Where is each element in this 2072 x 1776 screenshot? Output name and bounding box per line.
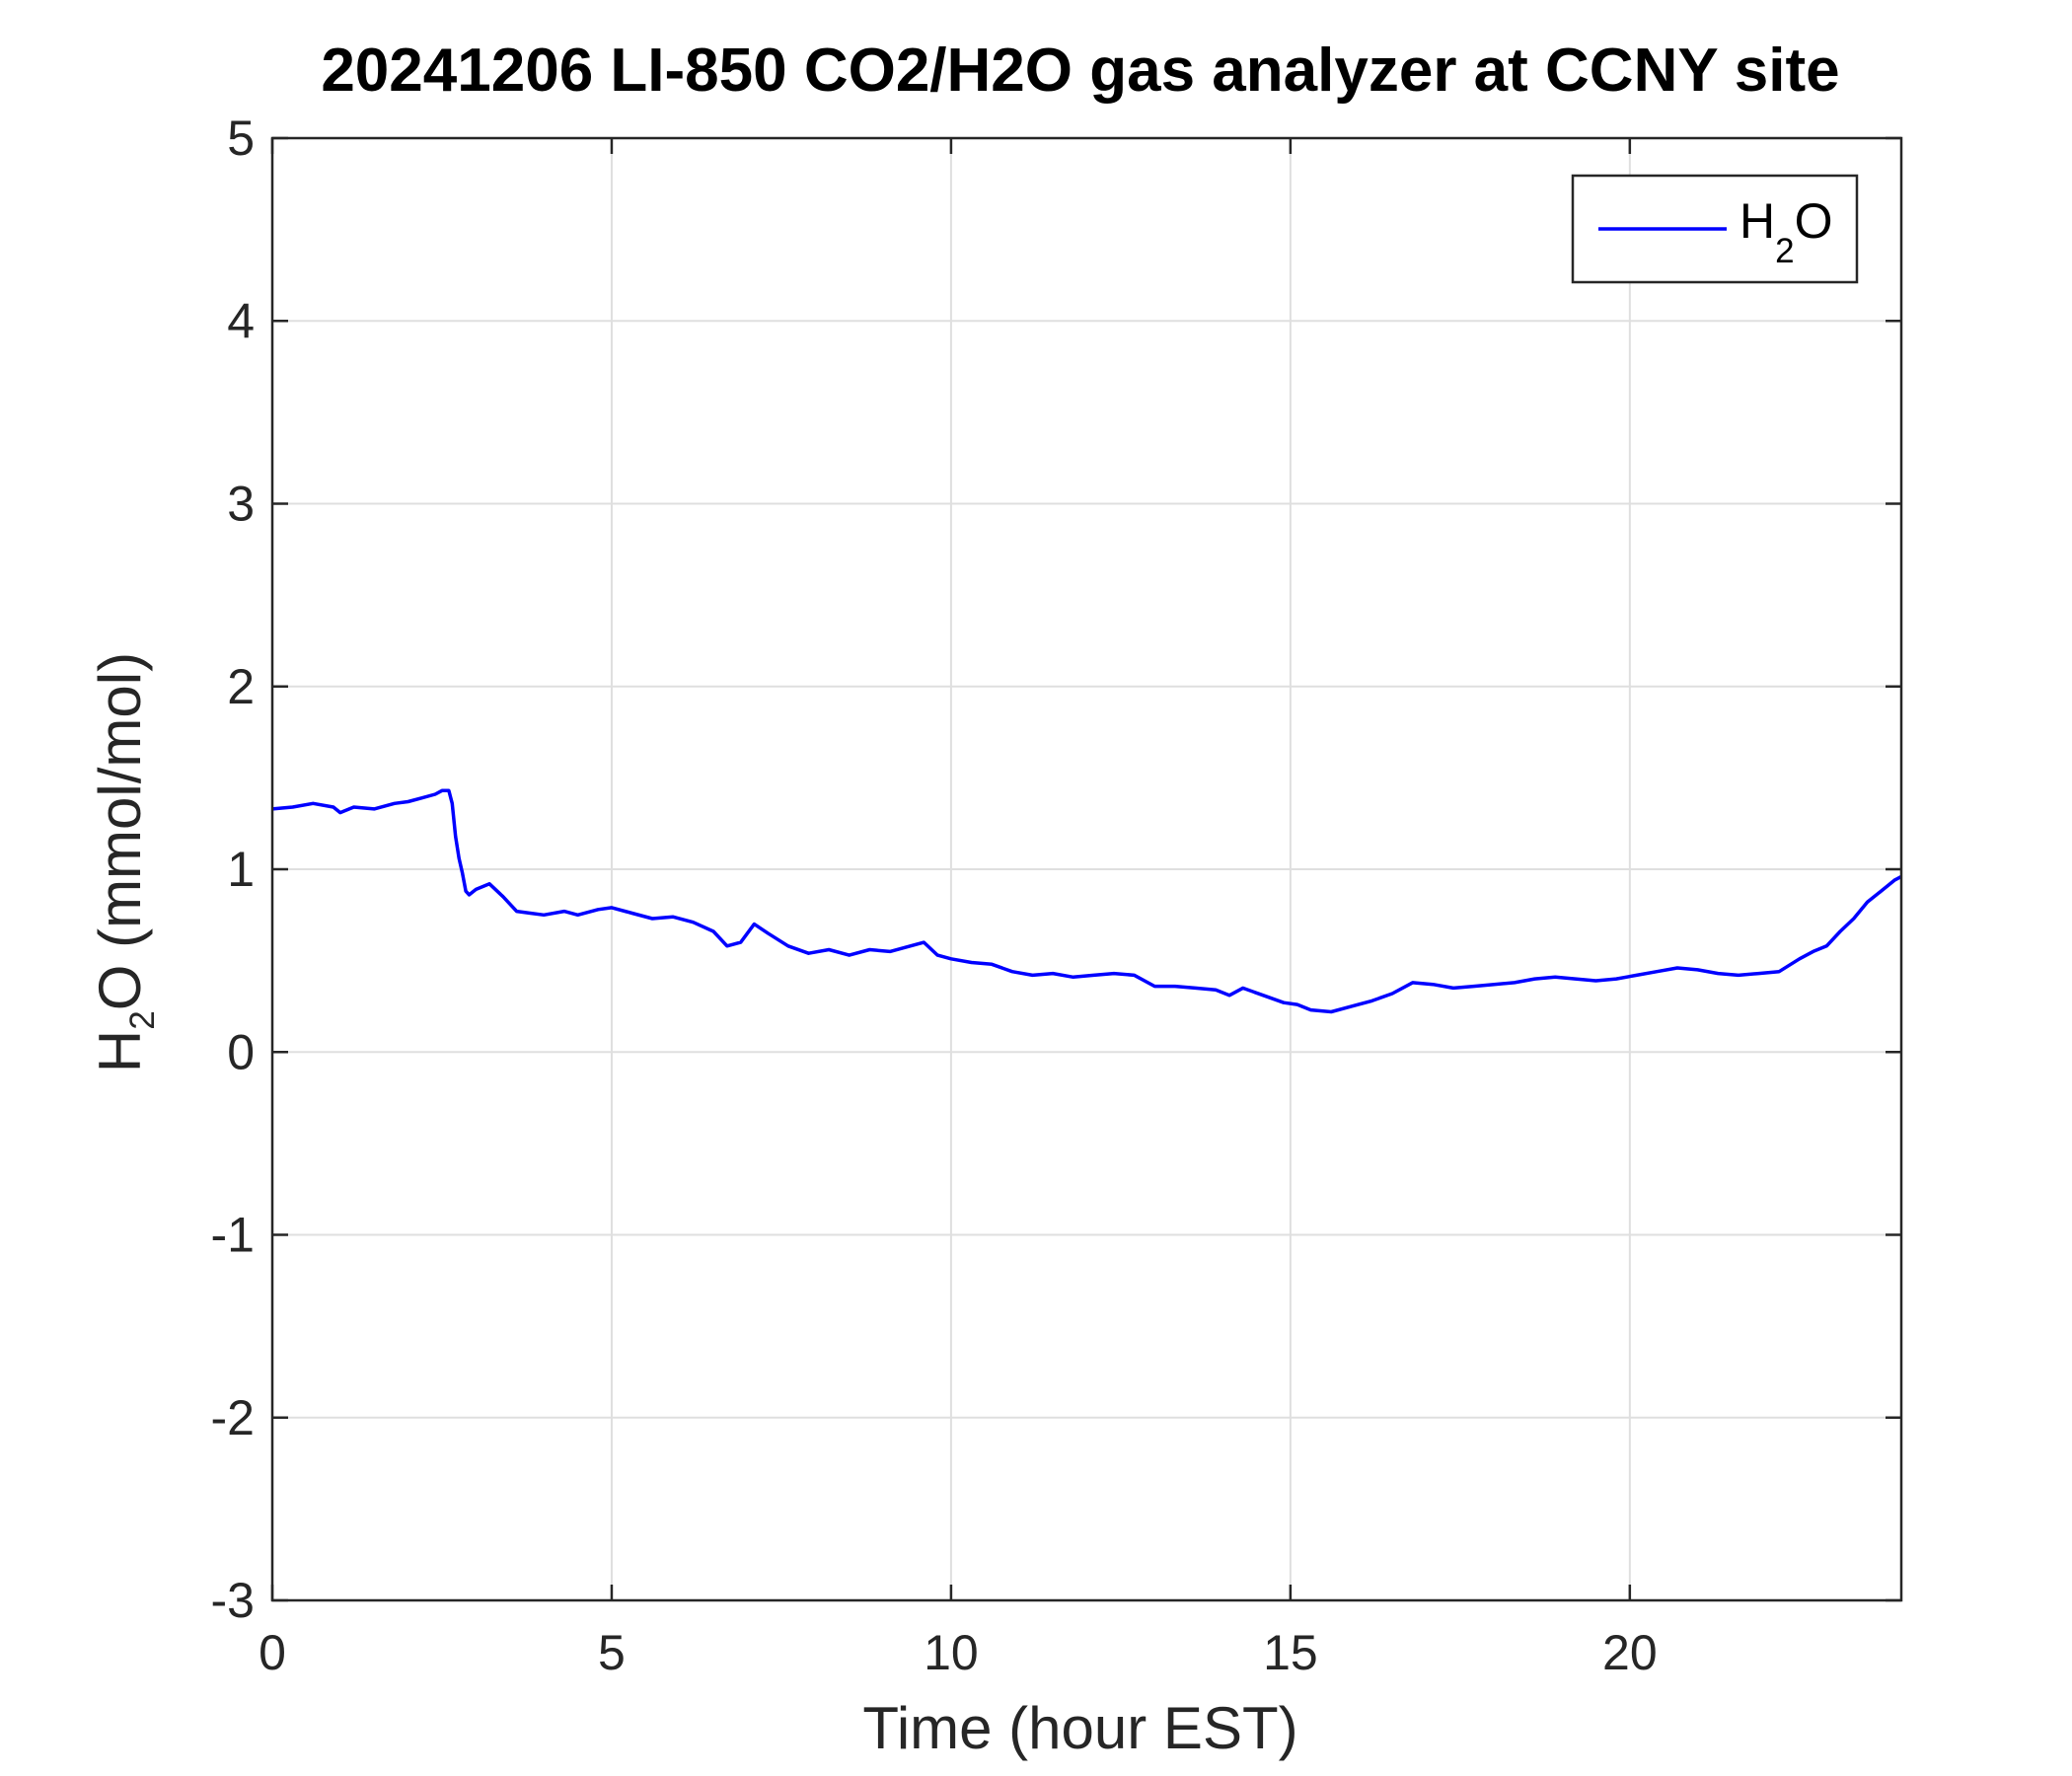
y-tick-label: 2 [227, 659, 255, 714]
y-tick-label: 4 [227, 293, 255, 348]
x-tick-labels: 0 5 10 15 20 [259, 1625, 1658, 1680]
chart-title: 20241206 LI-850 CO2/H2O gas analyzer at … [321, 37, 1839, 105]
y-tick-label: 1 [227, 842, 255, 897]
y-tick-label: -3 [211, 1573, 255, 1628]
x-tick-label: 5 [598, 1625, 626, 1680]
y-tick-labels: -3 -2 -1 0 1 2 3 4 5 [211, 111, 255, 1628]
tick-marks [270, 136, 1901, 1602]
legend-label-subscript: 2 [1775, 232, 1794, 270]
y-axis-label-rest: O (mmol/mol) [87, 652, 153, 1010]
y-axis-label-subscript: 2 [123, 1010, 162, 1029]
x-tick-label: 20 [1602, 1625, 1658, 1680]
y-axis-label-main: H [87, 1030, 153, 1073]
y-tick-label: 5 [227, 111, 255, 166]
y-tick-label: -2 [211, 1390, 255, 1445]
y-axis-label: H2O (mmol/mol) [87, 652, 162, 1073]
y-tick-label: 3 [227, 477, 255, 532]
legend-label-main: H [1739, 193, 1775, 249]
y-tick-label: -1 [211, 1208, 255, 1263]
legend-label-rest: O [1795, 193, 1833, 249]
legend-label-h2o: H2O [1739, 193, 1832, 270]
x-tick-label: 15 [1263, 1625, 1318, 1680]
legend: H2O [1571, 174, 1859, 284]
series-line-h2o [271, 788, 1902, 1014]
x-tick-label: 0 [259, 1625, 286, 1680]
grid-lines [271, 137, 1901, 1601]
x-axis-label: Time (hour EST) [862, 1695, 1297, 1761]
y-tick-label: 0 [227, 1024, 255, 1079]
x-tick-label: 10 [924, 1625, 979, 1680]
